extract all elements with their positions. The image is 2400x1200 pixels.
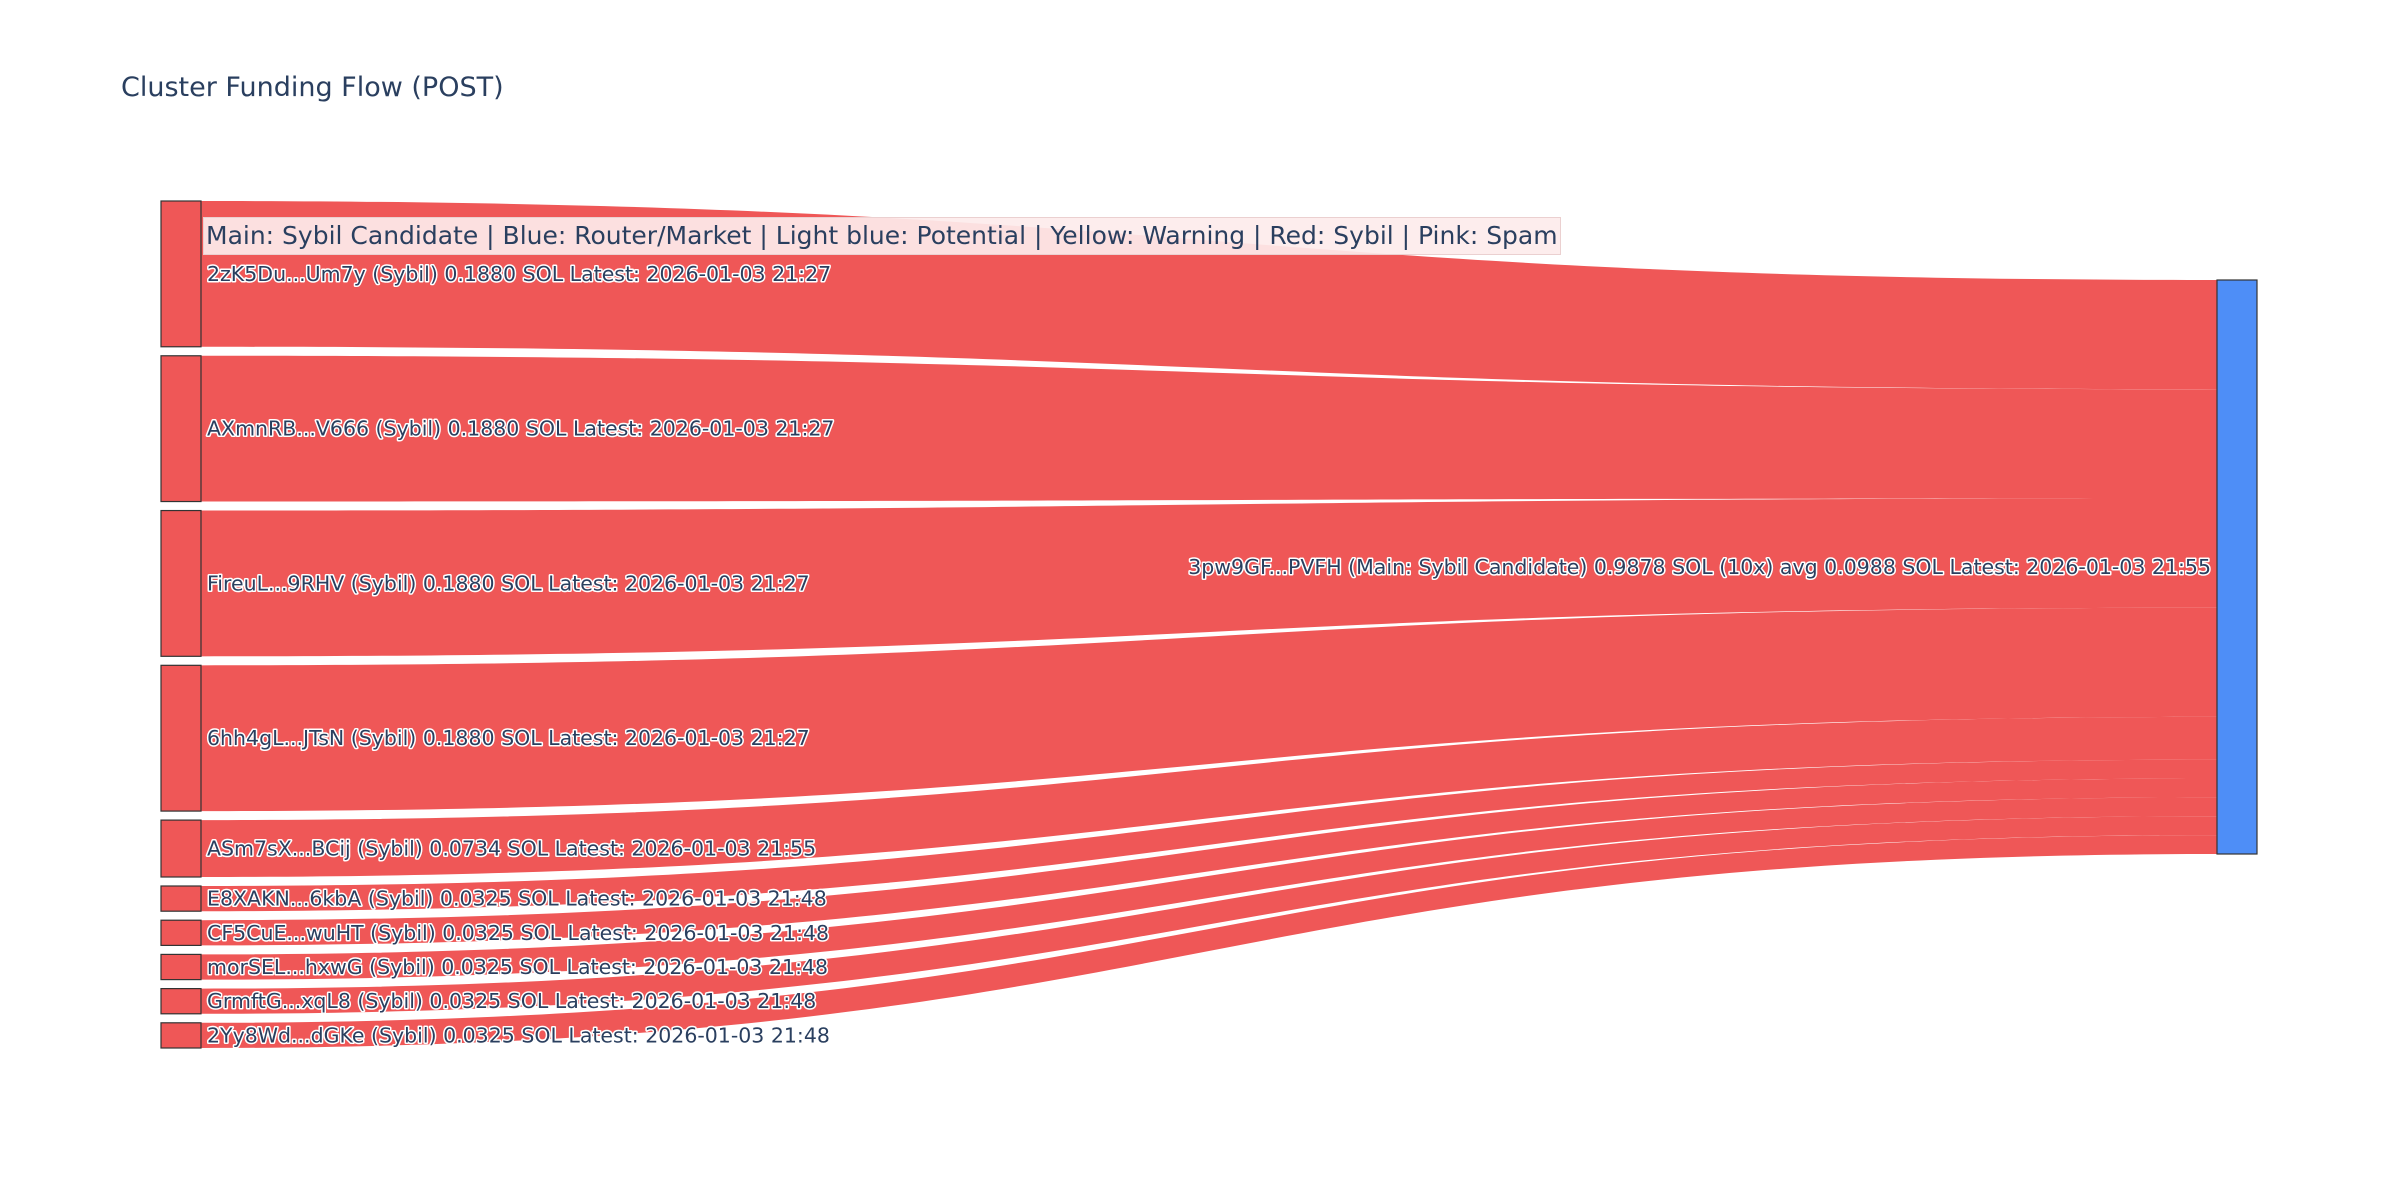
flow-link (201, 778, 2217, 946)
target-node-label: 3pw9GF...PVFH (Main: Sybil Candidate) 0.… (1188, 555, 2211, 579)
source-node-label: morSEL...hxwG (Sybil) 0.0325 SOL Latest:… (207, 955, 828, 979)
source-node[interactable] (160, 1022, 202, 1049)
source-node-label: AXmnRB...V666 (Sybil) 0.1880 SOL Latest:… (207, 417, 834, 441)
source-node-label: GrmftG...xqL8 (Sybil) 0.0325 SOL Latest:… (207, 989, 816, 1013)
flow-link (201, 835, 2217, 1048)
source-node[interactable] (160, 919, 202, 947)
source-node-label: E8XAKN...6kbA (Sybil) 0.0325 SOL Latest:… (207, 887, 827, 911)
source-node-label: ASm7sX...BCij (Sybil) 0.0734 SOL Latest:… (207, 837, 816, 861)
sankey-nodes (160, 200, 2258, 1049)
flow-link (201, 607, 2217, 812)
flow-link (201, 816, 2217, 1014)
source-node[interactable] (160, 355, 202, 503)
source-node-label: 6hh4gL...JTsN (Sybil) 0.1880 SOL Latest:… (207, 726, 810, 750)
source-node[interactable] (160, 664, 202, 812)
source-node[interactable] (160, 953, 202, 981)
source-node[interactable] (160, 988, 202, 1015)
flow-link (201, 716, 2217, 878)
source-node[interactable] (160, 509, 202, 657)
source-node[interactable] (160, 200, 202, 348)
source-node-label: FireuL...9RHV (Sybil) 0.1880 SOL Latest:… (207, 571, 810, 595)
target-node[interactable] (2216, 279, 2258, 855)
chart-title: Cluster Funding Flow (POST) (121, 72, 504, 103)
sankey-links (201, 201, 2217, 1048)
source-node-label: 2Yy8Wd...dGKe (Sybil) 0.0325 SOL Latest:… (207, 1023, 830, 1047)
legend-text: Main: Sybil Candidate | Blue: Router/Mar… (203, 217, 1561, 255)
flow-link (201, 355, 2217, 502)
source-node-label: 2zK5Du...Um7y (Sybil) 0.1880 SOL Latest:… (207, 262, 831, 286)
flow-link (201, 498, 2217, 657)
flow-link (201, 759, 2217, 912)
source-node-label: CF5CuE...wuHT (Sybil) 0.0325 SOL Latest:… (207, 921, 829, 945)
flow-link (201, 797, 2217, 980)
sankey-labels: 2zK5Du...Um7y (Sybil) 0.1880 SOL Latest:… (206, 260, 2213, 1049)
source-node[interactable] (160, 885, 202, 912)
source-node[interactable] (160, 819, 202, 878)
